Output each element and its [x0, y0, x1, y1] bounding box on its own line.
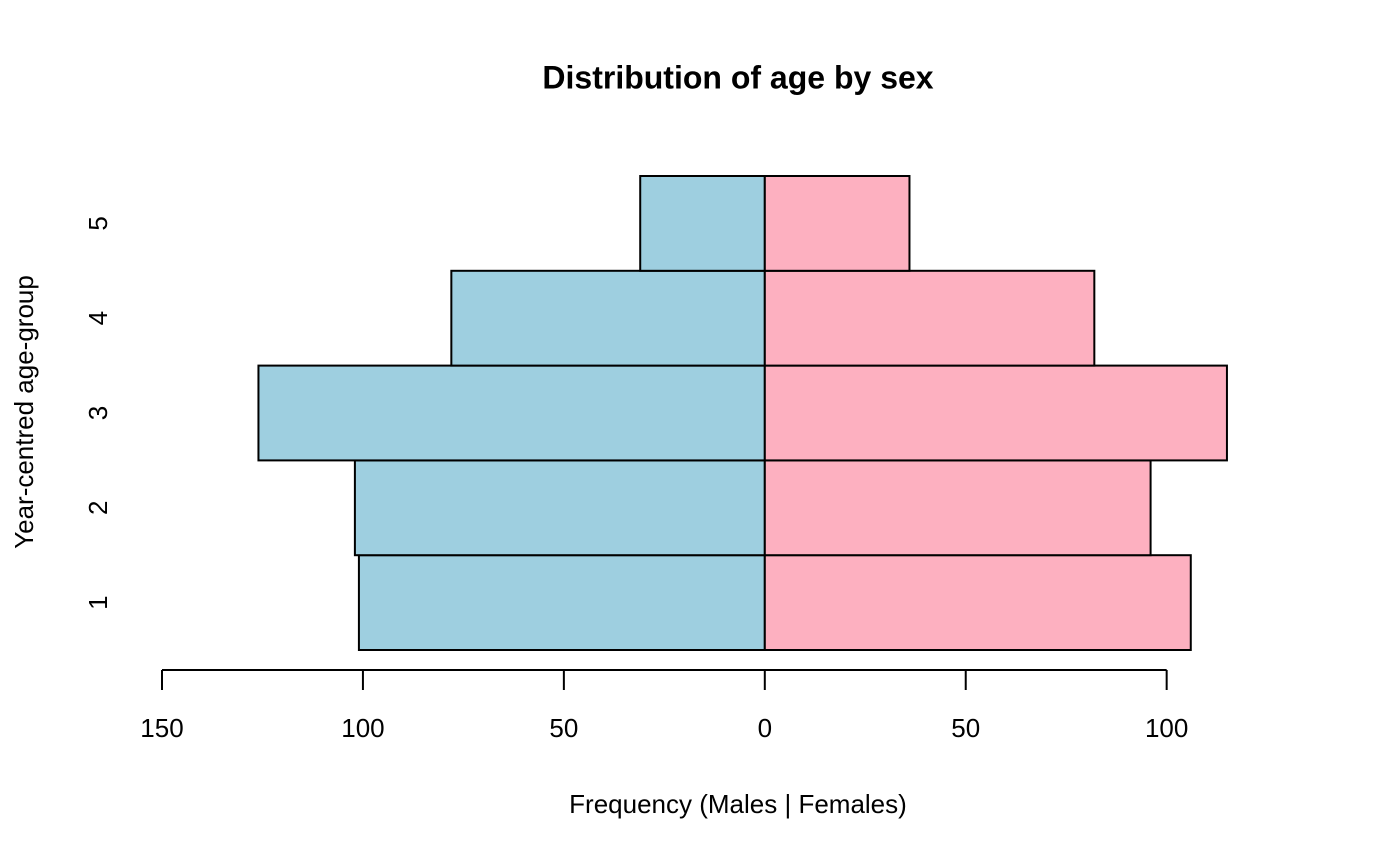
x-tick-label: 0	[758, 713, 772, 743]
x-axis-label: Frequency (Males | Females)	[569, 789, 907, 819]
y-tick-label: 4	[83, 311, 113, 325]
y-tick-label: 5	[83, 216, 113, 230]
bar	[353, 459, 766, 557]
bar	[763, 459, 1152, 557]
y-tick-label: 2	[83, 501, 113, 515]
bar	[450, 269, 766, 367]
bar	[639, 175, 766, 272]
y-axis-label: Year-centred age-group	[9, 275, 39, 549]
bar	[357, 554, 766, 652]
bar	[763, 554, 1192, 652]
x-tick-label: 100	[341, 713, 384, 743]
y-tick-label: 1	[83, 595, 113, 609]
bar	[763, 175, 911, 272]
chart-title: Distribution of age by sex	[542, 59, 933, 95]
bar	[763, 364, 1228, 462]
bar	[257, 364, 766, 462]
x-tick-label: 150	[140, 713, 183, 743]
x-tick-label: 50	[951, 713, 980, 743]
x-tick-label: 50	[549, 713, 578, 743]
bar	[763, 269, 1096, 367]
x-tick-label: 100	[1145, 713, 1188, 743]
y-tick-label: 3	[83, 406, 113, 420]
